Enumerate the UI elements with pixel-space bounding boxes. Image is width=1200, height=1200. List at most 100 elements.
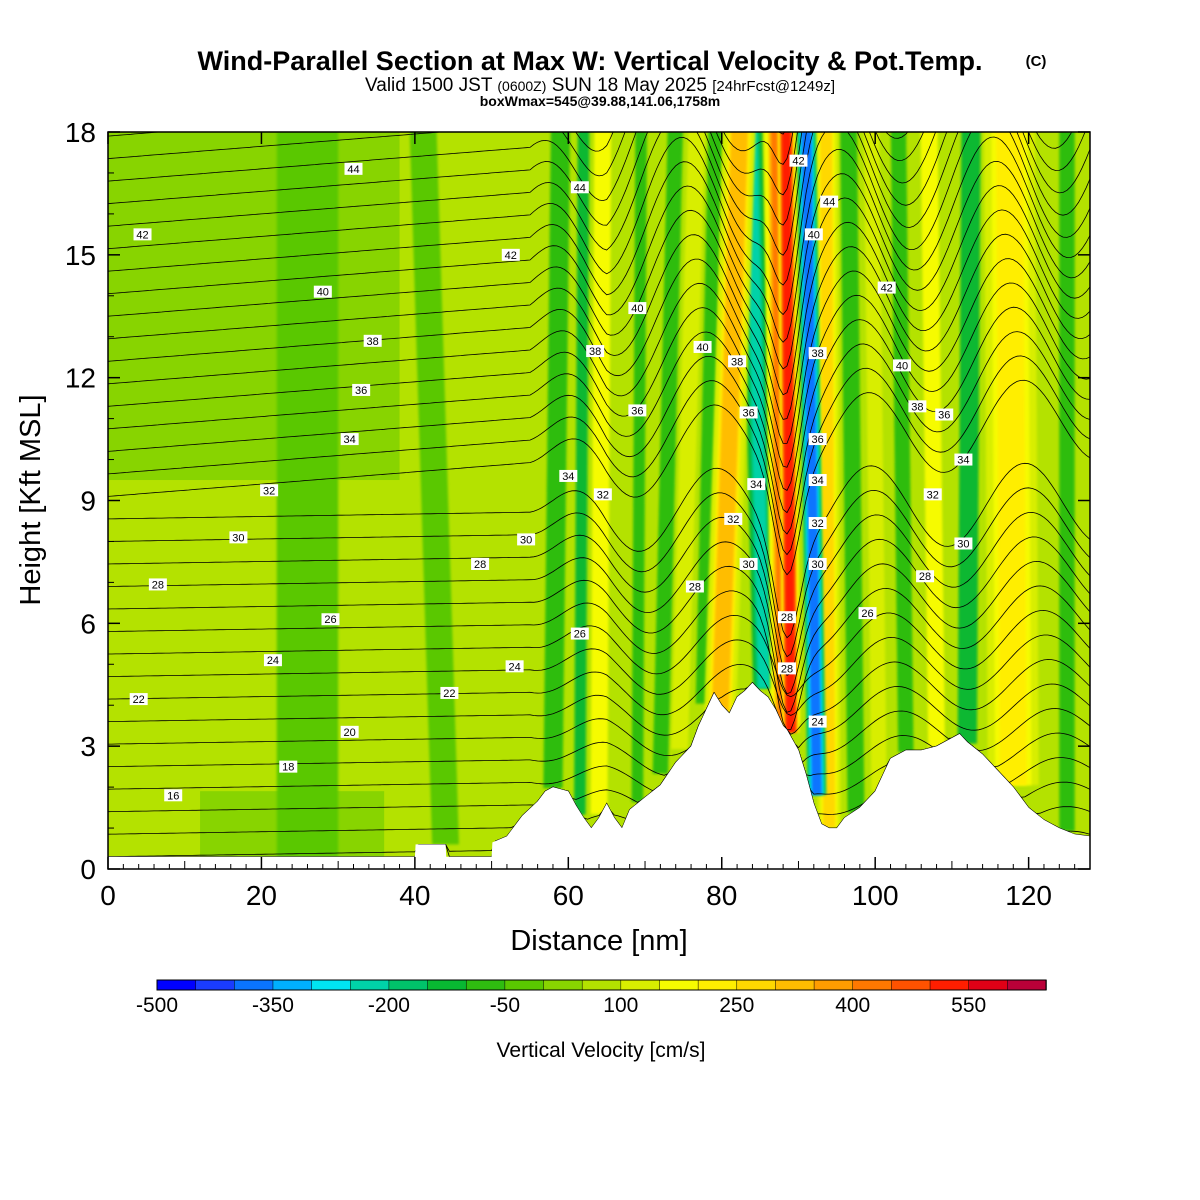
x-tick-label: 60 <box>553 880 584 911</box>
svg-text:28: 28 <box>919 571 931 583</box>
chart-title: Wind-Parallel Section at Max W: Vertical… <box>198 46 983 76</box>
svg-text:18: 18 <box>282 762 294 774</box>
valid-prefix: Valid 1500 JST <box>365 75 493 96</box>
contour-label: 18 <box>279 760 298 774</box>
contour-label: 34 <box>340 433 359 446</box>
contour-label: 36 <box>935 408 954 422</box>
colorbar-cell <box>388 979 429 991</box>
svg-text:40: 40 <box>896 360 908 372</box>
x-tick-label: 0 <box>100 880 116 911</box>
contour-label: 24 <box>808 715 827 729</box>
y-tick-label: 15 <box>65 240 96 271</box>
contour-label: 32 <box>923 488 942 501</box>
contour-label: 26 <box>321 613 340 626</box>
contour-label: 28 <box>685 580 704 593</box>
colorbar: -500 -350 -200 -50 100 250 400 550 <box>136 979 1047 1017</box>
svg-text:34: 34 <box>750 479 762 491</box>
valid-time-line: Valid 1500 JST (0600Z) SUN 18 May 2025 [… <box>365 75 835 96</box>
contour-label: 28 <box>777 662 796 675</box>
svg-text:38: 38 <box>812 348 824 360</box>
colorbar-cell <box>581 979 622 991</box>
colorbar-cell <box>465 979 506 991</box>
terrain-mask <box>108 682 1090 869</box>
colorbar-cell <box>504 979 545 991</box>
svg-text:42: 42 <box>505 250 517 262</box>
theta-contour <box>108 185 1090 396</box>
theta-contour <box>108 258 1090 468</box>
svg-text:36: 36 <box>355 385 367 397</box>
svg-text:40: 40 <box>696 342 708 354</box>
theta-contour <box>108 132 1090 286</box>
contour-label: 40 <box>693 340 712 354</box>
svg-text:28: 28 <box>781 663 793 675</box>
contour-label: 32 <box>808 517 827 530</box>
colorbar-cell <box>156 979 197 991</box>
theta-contour <box>108 132 1090 316</box>
theta-contour <box>108 682 1090 777</box>
x-tick-label: 100 <box>852 880 899 911</box>
colorbar-label: Vertical Velocity [cm/s] <box>497 1039 706 1062</box>
contour-label: 40 <box>313 285 332 299</box>
svg-text:36: 36 <box>742 407 754 419</box>
theta-contour <box>108 355 1090 556</box>
contour-label: 40 <box>893 359 912 372</box>
svg-text:36: 36 <box>938 410 950 422</box>
x-axis-label: Distance [nm] <box>510 925 687 957</box>
downdraft-band <box>1059 132 1075 832</box>
colorbar-tick-label: 550 <box>951 994 986 1017</box>
theta-contour <box>108 160 1090 370</box>
theta-contour <box>108 331 1090 535</box>
downdraft-band <box>276 132 339 857</box>
svg-text:30: 30 <box>520 534 532 546</box>
svg-text:30: 30 <box>742 559 754 571</box>
svg-text:22: 22 <box>443 688 455 700</box>
colorbar-cell <box>195 979 236 991</box>
theta-contour <box>108 487 1090 658</box>
box-wmax-note: boxWmax=545@39.88,141.06,1758m <box>480 93 721 109</box>
plot-area: 44 44 42 42 42 44 40 42 40 40 40 40 38 38 38 38 38 36 36 36… <box>108 132 1090 869</box>
svg-text:34: 34 <box>812 475 824 487</box>
svg-text:38: 38 <box>911 401 923 413</box>
colorbar-cell <box>234 979 274 991</box>
svg-text:38: 38 <box>589 346 601 358</box>
colorbar-cell <box>620 979 661 991</box>
colorbar-tick-label: -350 <box>252 994 294 1017</box>
colorbar-cell <box>775 979 815 991</box>
svg-text:42: 42 <box>792 156 804 168</box>
svg-text:32: 32 <box>727 514 739 526</box>
svg-text:26: 26 <box>574 629 586 641</box>
updraft-band <box>590 132 612 815</box>
svg-text:32: 32 <box>927 489 939 501</box>
contour-label: 22 <box>440 686 459 700</box>
contour-label: 22 <box>129 693 148 706</box>
contour-label: 36 <box>628 404 647 417</box>
downdraft-band <box>890 132 914 753</box>
svg-text:22: 22 <box>133 694 145 706</box>
svg-text:40: 40 <box>317 287 329 299</box>
updraft-band <box>996 132 1027 786</box>
contour-label: 30 <box>517 533 536 546</box>
contour-label: 28 <box>148 578 167 591</box>
svg-text:24: 24 <box>267 655 279 667</box>
contour-label: 16 <box>164 789 183 802</box>
contour-label: 38 <box>808 347 827 360</box>
contour-label: 44 <box>820 195 839 209</box>
contour-label: 34 <box>747 478 766 491</box>
y-tick-label: 3 <box>80 731 96 762</box>
contour-label: 40 <box>628 302 647 315</box>
svg-text:40: 40 <box>631 303 643 315</box>
theta-contour <box>108 132 1086 226</box>
downdraft-band <box>409 132 459 845</box>
y-tick-label: 0 <box>80 854 96 885</box>
y-tick-label: 12 <box>65 363 96 394</box>
svg-text:44: 44 <box>823 197 835 209</box>
svg-text:32: 32 <box>263 485 275 497</box>
theta-contour <box>108 209 1090 420</box>
contour-label: 26 <box>858 607 877 620</box>
theta-contour <box>108 682 1090 795</box>
contour-label: 28 <box>916 570 935 583</box>
contour-label: 32 <box>260 484 279 497</box>
colorbar-cell <box>427 979 467 991</box>
contour-label: 38 <box>908 400 927 413</box>
